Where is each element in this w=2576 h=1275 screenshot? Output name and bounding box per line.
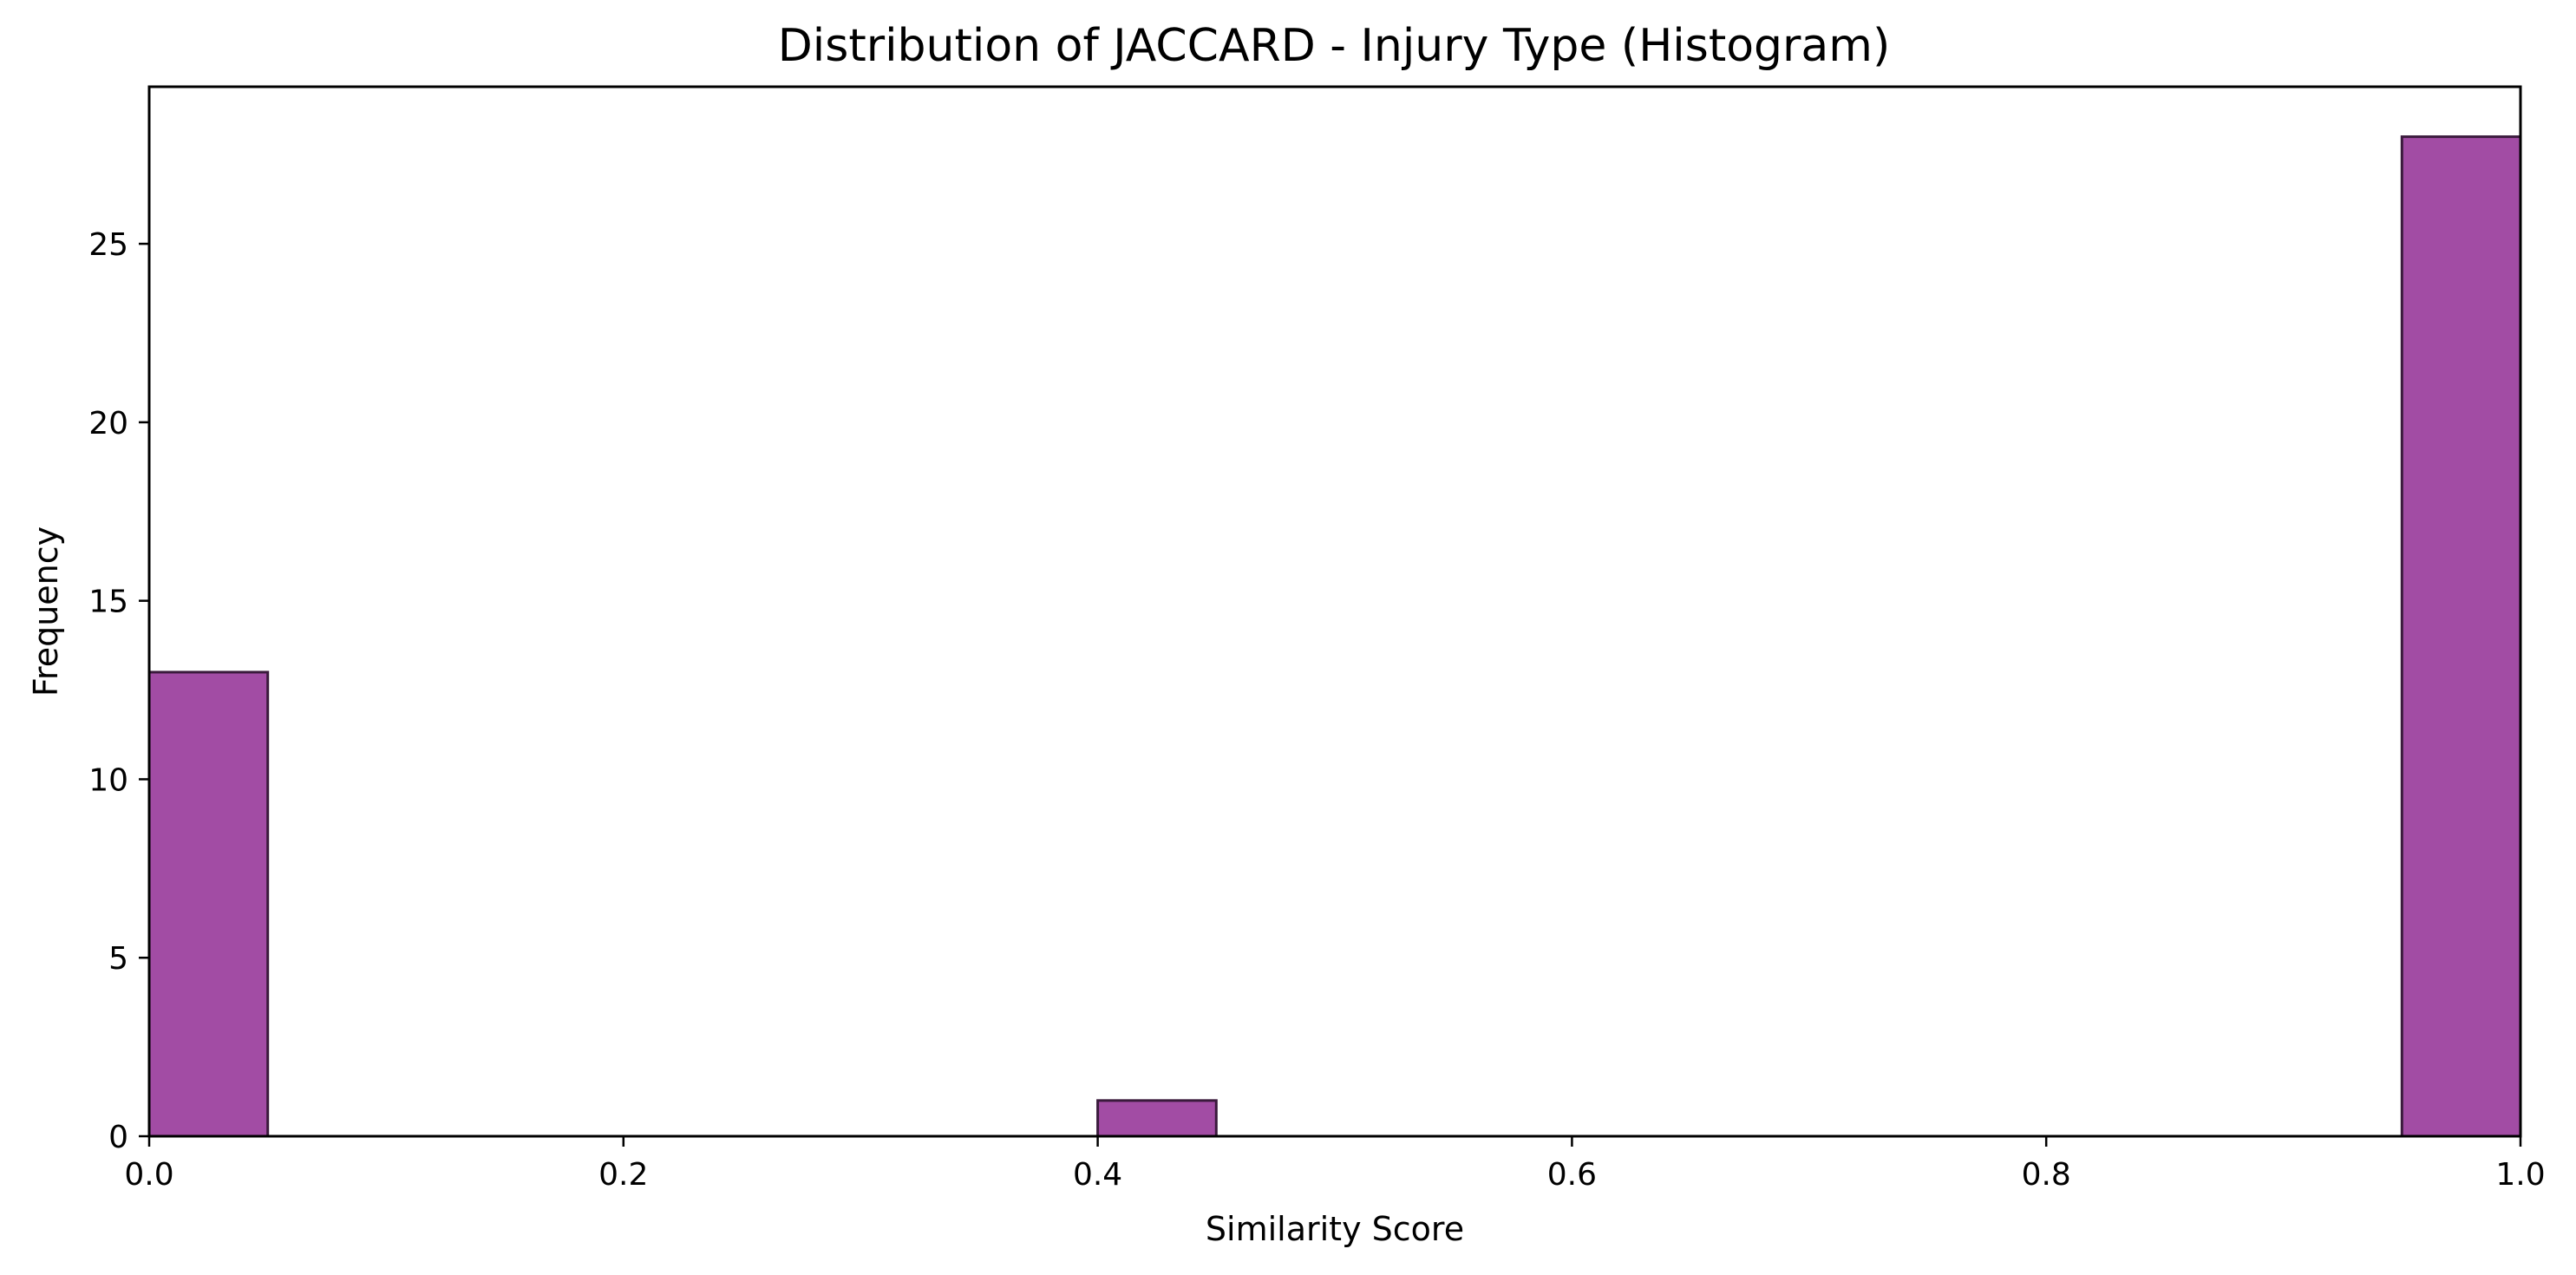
y-tick-label: 20	[88, 406, 128, 441]
y-tick-label: 5	[108, 941, 128, 977]
x-tick-label: 0.0	[124, 1157, 173, 1193]
chart-title: Distribution of JACCARD - Injury Type (H…	[778, 20, 1890, 72]
x-tick-label: 1.0	[2495, 1157, 2545, 1193]
x-axis-label: Similarity Score	[1206, 1210, 1464, 1248]
y-tick-label: 15	[88, 585, 128, 620]
x-tick-label: 0.8	[2022, 1157, 2071, 1193]
y-axis-ticks: 0 5 10 15 20 25	[88, 227, 149, 1155]
histogram-bar	[2400, 135, 2522, 1138]
histogram-bar	[147, 670, 270, 1138]
y-tick-label: 25	[88, 227, 128, 263]
bars-group	[147, 135, 2522, 1138]
x-tick-label: 0.6	[1547, 1157, 1597, 1193]
y-axis-label: Frequency	[27, 526, 65, 696]
y-tick-label: 10	[88, 762, 128, 798]
x-axis-ticks: 0.0 0.2 0.4 0.6 0.8 1.0	[124, 1136, 2546, 1193]
plot-area-frame	[147, 85, 2522, 1138]
x-tick-label: 0.4	[1073, 1157, 1122, 1193]
x-tick-label: 0.2	[598, 1157, 648, 1193]
y-tick-label: 0	[108, 1120, 128, 1155]
histogram-bar	[1096, 1099, 1218, 1138]
